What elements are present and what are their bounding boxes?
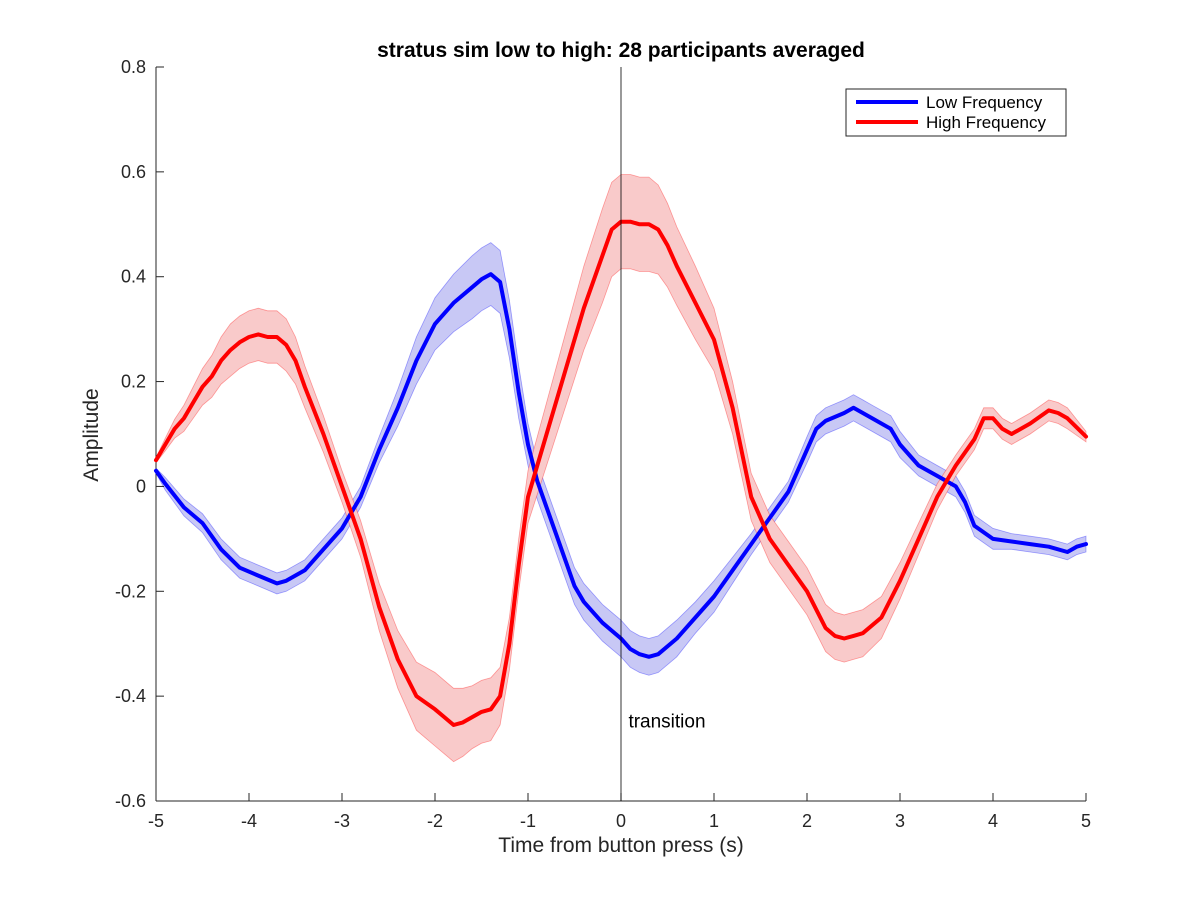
x-tick-label: -4	[241, 811, 257, 831]
y-tick-label: 0	[136, 476, 146, 496]
x-tick-label: 0	[616, 811, 626, 831]
x-axis-label: Time from button press (s)	[498, 834, 743, 857]
reference-line-group: transition	[620, 67, 706, 801]
y-axis-label: Amplitude	[80, 388, 103, 481]
y-tick-label: 0.8	[121, 57, 146, 77]
axes: -5 -4 -3 -2 -1 0 1 2 3 4 5 -0.6 -0.4 -0.2 0 0.2 0.4 0.6 0.…	[115, 57, 1091, 831]
error-band-high-frequency	[155, 174, 1087, 763]
y-tick-label: 0.4	[121, 267, 146, 287]
y-tick-label: -0.6	[115, 791, 146, 811]
legend: Low Frequency High Frequency	[845, 88, 1067, 137]
x-tick-label: 1	[709, 811, 719, 831]
x-tick-label: -1	[520, 811, 536, 831]
y-tick-label: -0.4	[115, 686, 146, 706]
x-tick-label: -3	[334, 811, 350, 831]
series-lines	[154, 219, 1088, 727]
x-tick-label: -5	[148, 811, 164, 831]
legend-label-high-frequency: High Frequency	[926, 113, 1047, 132]
legend-box	[845, 88, 1067, 137]
x-tick-label: 4	[988, 811, 998, 831]
y-tick-label: -0.2	[115, 581, 146, 601]
x-tick-label: 2	[802, 811, 812, 831]
y-tick-label: 0.6	[121, 162, 146, 182]
x-tick-label: 5	[1081, 811, 1091, 831]
series-line-high-frequency	[154, 219, 1088, 727]
legend-label-low-frequency: Low Frequency	[926, 93, 1043, 112]
error-bands	[155, 174, 1087, 763]
x-tick-label: 3	[895, 811, 905, 831]
chart-title: stratus sim low to high: 28 participants…	[377, 39, 865, 62]
series-line-low-frequency	[154, 272, 1088, 659]
y-tick-label: 0.2	[121, 372, 146, 392]
error-band-low-frequency	[155, 242, 1087, 676]
x-tick-label: -2	[427, 811, 443, 831]
transition-annotation: transition	[628, 712, 705, 733]
